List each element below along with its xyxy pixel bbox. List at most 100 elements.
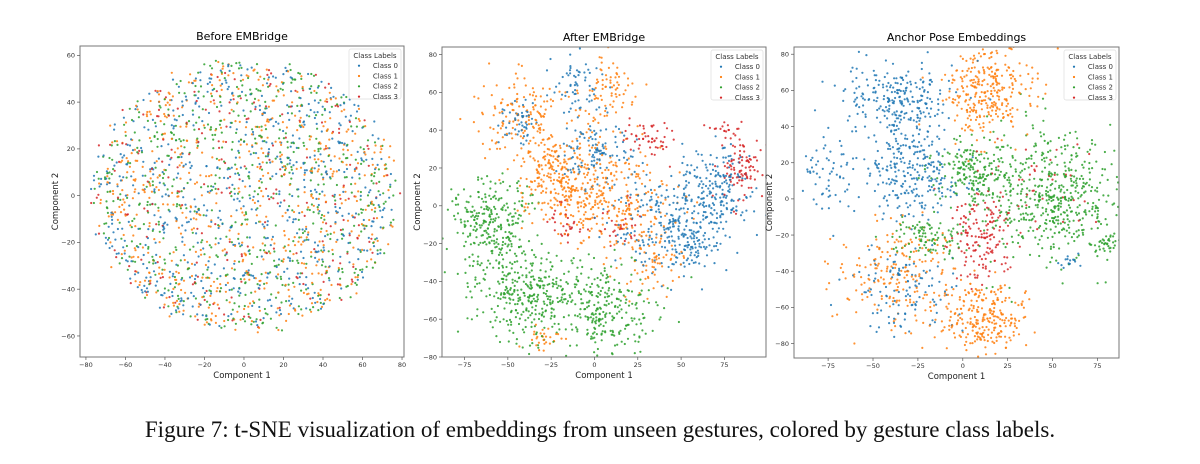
point-class-2: [456, 330, 460, 333]
point-class-2: [385, 167, 388, 170]
point-class-2: [327, 154, 330, 158]
point-class-1: [532, 333, 536, 336]
point-class-1: [615, 242, 618, 245]
point-class-1: [539, 128, 542, 131]
point-class-0: [657, 208, 660, 211]
point-class-1: [653, 273, 656, 276]
point-class-2: [214, 174, 217, 177]
point-class-1: [149, 113, 152, 116]
point-class-1: [241, 78, 245, 81]
point-class-2: [487, 223, 490, 226]
point-class-2: [464, 240, 467, 243]
point-class-2: [640, 289, 643, 292]
point-class-1: [135, 104, 138, 107]
point-class-0: [589, 129, 592, 132]
point-class-2: [166, 154, 169, 157]
point-class-0: [707, 237, 711, 241]
point-class-2: [231, 308, 234, 311]
point-class-3: [228, 240, 231, 243]
point-class-0: [724, 196, 728, 199]
point-class-0: [355, 110, 359, 113]
point-class-1: [148, 110, 151, 113]
point-class-3: [185, 121, 188, 124]
point-class-1: [118, 205, 121, 208]
point-class-1: [541, 168, 544, 171]
point-class-2: [630, 317, 633, 320]
point-class-1: [605, 114, 609, 117]
point-class-0: [574, 100, 577, 103]
point-class-0: [205, 165, 208, 168]
point-class-0: [693, 254, 696, 257]
point-class-2: [235, 62, 238, 65]
point-class-2: [563, 272, 566, 275]
point-class-1: [634, 95, 637, 98]
point-class-2: [333, 195, 336, 198]
point-class-3: [629, 196, 632, 199]
point-class-0: [727, 185, 730, 188]
point-class-3: [342, 218, 345, 222]
point-class-1: [245, 74, 248, 77]
point-class-0: [239, 166, 242, 169]
point-class-2: [505, 236, 508, 239]
point-class-2: [236, 172, 240, 175]
point-class-1: [504, 146, 507, 149]
point-class-1: [574, 177, 578, 180]
point-class-2: [487, 235, 491, 238]
point-class-3: [578, 230, 581, 233]
point-class-0: [268, 118, 271, 121]
point-class-2: [192, 245, 195, 248]
point-class-0: [703, 238, 706, 241]
point-class-2: [504, 230, 507, 234]
point-class-0: [343, 170, 346, 174]
point-class-2: [575, 344, 578, 347]
point-class-1: [499, 102, 503, 105]
point-class-2: [536, 234, 539, 237]
point-class-1: [558, 172, 561, 175]
point-class-0: [251, 145, 254, 148]
point-class-1: [392, 159, 395, 162]
point-class-0: [744, 177, 747, 180]
point-class-0: [723, 146, 726, 149]
point-class-2: [564, 328, 567, 331]
point-class-3: [303, 214, 306, 217]
point-class-1: [554, 151, 557, 154]
point-class-0: [229, 126, 232, 129]
point-class-2: [167, 305, 170, 308]
point-class-1: [515, 100, 518, 103]
point-class-0: [704, 247, 707, 250]
point-class-0: [596, 158, 599, 161]
point-class-1: [98, 182, 101, 185]
point-class-0: [272, 75, 275, 78]
point-class-0: [584, 76, 587, 79]
point-class-1: [294, 309, 297, 312]
point-class-0: [724, 234, 727, 237]
point-class-1: [657, 257, 661, 260]
point-class-2: [118, 262, 121, 265]
point-class-2: [495, 213, 498, 216]
point-class-3: [204, 108, 207, 111]
point-class-1: [177, 195, 180, 198]
point-class-2: [587, 304, 590, 308]
point-class-2: [142, 223, 145, 226]
point-class-0: [219, 275, 222, 278]
point-class-3: [729, 180, 732, 183]
point-class-1: [578, 153, 581, 156]
point-class-1: [619, 131, 622, 134]
point-class-1: [264, 251, 267, 254]
point-class-1: [548, 137, 551, 140]
point-class-1: [577, 206, 580, 209]
point-class-0: [520, 121, 523, 124]
point-class-2: [1027, 166, 1030, 169]
point-class-0: [325, 173, 329, 176]
point-class-2: [219, 287, 223, 290]
point-class-2: [373, 141, 377, 144]
point-class-0: [745, 209, 748, 212]
point-class-2: [289, 250, 292, 253]
point-class-1: [228, 301, 231, 304]
point-class-1: [661, 265, 664, 268]
point-class-1: [654, 261, 657, 264]
point-class-1: [301, 314, 304, 317]
point-class-2: [655, 301, 658, 304]
point-class-0: [219, 69, 222, 72]
point-class-2: [119, 198, 122, 201]
